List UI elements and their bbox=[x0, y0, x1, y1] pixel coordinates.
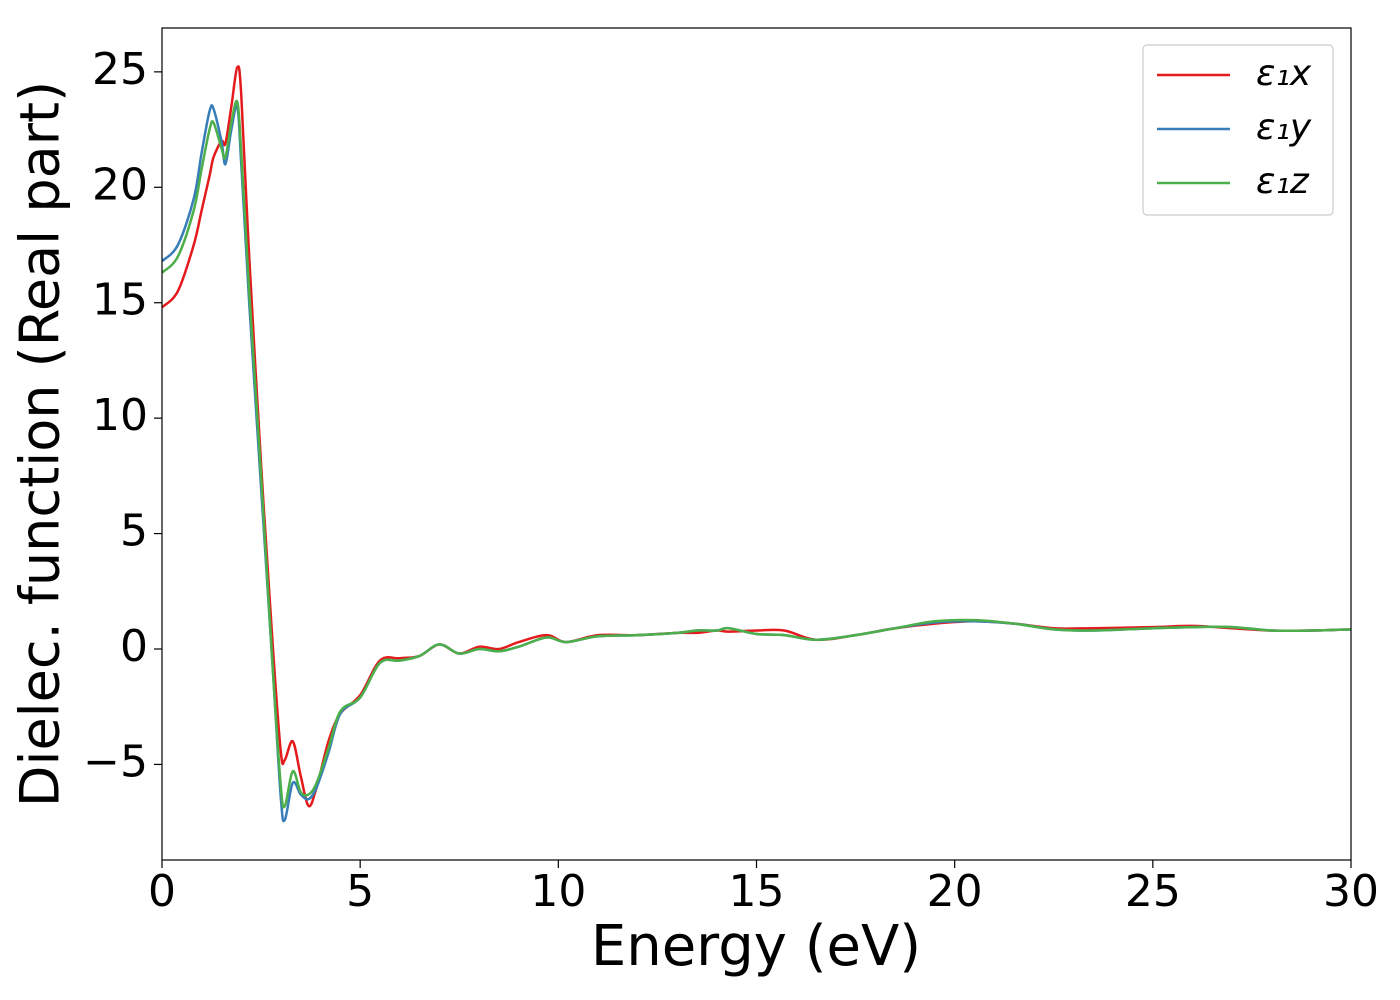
x-tick-label: 10 bbox=[530, 866, 586, 917]
x-axis-label: Energy (eV) bbox=[591, 914, 921, 979]
legend-label: ε₁z bbox=[1256, 161, 1310, 202]
y-tick-label: 10 bbox=[92, 390, 148, 441]
x-tick-label: 0 bbox=[148, 866, 176, 917]
legend: ε₁x ε₁y ε₁z bbox=[1142, 44, 1334, 216]
y-tick-label: 25 bbox=[92, 44, 148, 95]
y-tick-label: 0 bbox=[120, 621, 148, 672]
x-tick-label: 5 bbox=[346, 866, 374, 917]
legend-label: ε₁x bbox=[1256, 53, 1312, 94]
x-tick-label: 20 bbox=[927, 866, 983, 917]
y-tick-label: 20 bbox=[92, 159, 148, 210]
x-tick-label: 15 bbox=[729, 866, 785, 917]
plot-lines bbox=[162, 65, 1351, 823]
x-tick-label: 25 bbox=[1125, 866, 1181, 917]
y-tick-label: 5 bbox=[120, 506, 148, 557]
data-line bbox=[162, 99, 1351, 809]
y-axis-label: Dielec. function (Real part) bbox=[9, 81, 72, 807]
y-tick-label: −5 bbox=[83, 736, 148, 787]
x-tick-label: 30 bbox=[1323, 866, 1379, 917]
legend-label: ε₁y bbox=[1256, 107, 1312, 148]
legend-box bbox=[1142, 44, 1334, 216]
y-tick-label: 15 bbox=[92, 275, 148, 326]
